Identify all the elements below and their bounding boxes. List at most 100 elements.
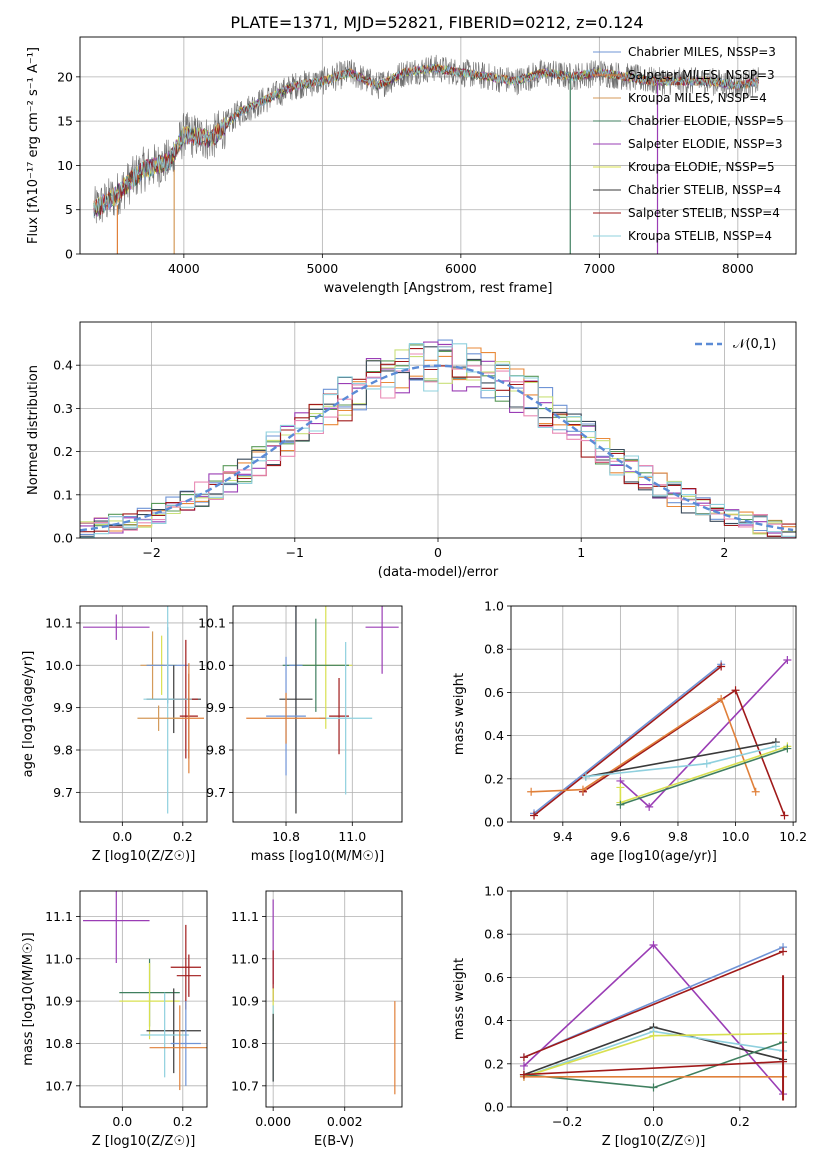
legend-entry: Chabrier MILES, NSSP=3 (628, 45, 776, 59)
y-tick-label: 10.7 (45, 1078, 73, 1093)
y-tick-label: 0.6 (484, 685, 504, 700)
x-axis-label: (data-model)/error (378, 565, 499, 580)
x-tick-label: 0.2 (730, 1114, 750, 1129)
y-tick-label: 10.9 (231, 994, 259, 1009)
y-tick-label: 1.0 (484, 884, 504, 899)
y-axis-label: mass [log10(M/M☉)] (21, 932, 36, 1065)
x-tick-label: 5000 (306, 261, 338, 276)
y-axis-label: age [log10(age/yr)] (21, 651, 36, 778)
weight-marker (649, 1083, 658, 1092)
y-tick-label: 0 (65, 247, 73, 262)
y-tick-label: 0.0 (484, 815, 504, 830)
panel-mass_vs_Z: 0.0 0.2 10.7 10.8 10.9 11.0 11.1 Z [log10(Z/Z☉)… (21, 890, 208, 1149)
y-axis-label: Flux [fλ10⁻¹⁷ erg cm⁻² s⁻¹ A⁻¹] (26, 47, 41, 244)
weight-marker (649, 941, 658, 949)
weight-marker (783, 744, 792, 753)
x-axis-label: Z [log10(Z/Z☉)] (92, 849, 196, 864)
y-tick-label: 0.8 (484, 927, 504, 942)
panel-weight_vs_Z: −0.2 0.0 0.2 0.0 0.2 0.4 0.6 0.8 1.0 Z [log10(Z/Z… (452, 884, 797, 1149)
grid (80, 891, 207, 1107)
y-tick-label: 0.0 (53, 531, 73, 546)
plot-area (511, 891, 796, 1107)
x-axis-label: age [log10(age/yr)] (590, 849, 717, 864)
weight-marker (783, 656, 792, 664)
axes-frame (510, 605, 797, 823)
x-tick-label: 0.0 (644, 1114, 664, 1129)
weight-marker (581, 772, 590, 781)
grid (511, 891, 796, 1107)
y-tick-label: 9.7 (53, 785, 73, 800)
x-tick-label: 9.8 (668, 829, 688, 844)
y-tick-label: 11.1 (231, 909, 259, 924)
x-tick-label: 0 (434, 545, 442, 560)
y-tick-label: 10.8 (231, 1036, 259, 1051)
error-point (365, 606, 399, 674)
legend-entry: 𝒩(0,1) (733, 337, 776, 352)
x-axis-label: mass [log10(M/M☉)] (251, 849, 384, 864)
grid (266, 891, 402, 1107)
legend: Chabrier MILES, NSSP=3 Salpeter MILES, NS… (593, 45, 784, 243)
grid (80, 606, 207, 822)
x-axis-label: Z [log10(Z/Z☉)] (602, 1134, 706, 1149)
error-point (119, 963, 180, 1040)
x-axis-label: E(B-V) (314, 1134, 354, 1149)
weight-marker (645, 802, 654, 811)
error-point (137, 705, 180, 731)
panel-age_vs_Z: 0.0 0.2 9.7 9.8 9.9 10.0 10.1 Z [log10(Z/Z☉)] ag… (21, 605, 208, 864)
legend-entry: Salpeter MILES, NSSP=3 (628, 68, 775, 82)
weight-marker (616, 783, 625, 792)
weight-series (533, 665, 722, 817)
plot-area (266, 891, 402, 1107)
y-axis-label: mass weight (452, 673, 467, 755)
x-tick-label: 10.8 (272, 829, 300, 844)
weight-marker (731, 686, 740, 695)
y-axis-label: mass weight (452, 958, 467, 1040)
y-tick-label: 0.3 (53, 401, 73, 416)
x-tick-label: 9.6 (610, 829, 630, 844)
x-tick-label: 11.0 (338, 829, 366, 844)
x-tick-label: 7000 (583, 261, 615, 276)
error-point (83, 614, 150, 640)
weight-marker (717, 694, 726, 703)
y-tick-label: 0.4 (53, 358, 73, 373)
x-tick-label: 1 (577, 545, 585, 560)
weight-marker (702, 759, 711, 768)
y-tick-label: 11.0 (45, 951, 73, 966)
error-point (170, 924, 201, 1010)
error-point (279, 606, 313, 814)
legend-entry: Chabrier STELIB, NSSP=4 (628, 183, 781, 197)
weight-series (523, 950, 784, 1059)
panel-mass_vs_ebv: 0.000 0.002 10.7 10.8 10.9 11.0 11.1 E(B-V) (231, 890, 403, 1149)
weight-marker (578, 785, 587, 794)
y-tick-label: 9.9 (53, 700, 73, 715)
error-point (246, 692, 326, 744)
error-point (83, 891, 150, 963)
legend-entry: Chabrier ELODIE, NSSP=5 (628, 114, 784, 128)
model-spectrum (93, 63, 759, 218)
x-tick-label: 9.4 (553, 829, 573, 844)
axes-frame (79, 36, 797, 255)
x-tick-label: 0.002 (327, 1114, 363, 1129)
weight-marker (530, 811, 539, 820)
y-tick-label: 20 (57, 69, 73, 84)
legend-entry: Kroupa MILES, NSSP=4 (628, 91, 767, 105)
x-tick-label: 0.0 (112, 829, 132, 844)
x-tick-label: 8000 (722, 261, 754, 276)
y-tick-label: 0.2 (484, 1056, 504, 1071)
y-tick-label: 0.2 (53, 444, 73, 459)
y-tick-label: 10 (57, 158, 73, 173)
plot-area (511, 606, 796, 822)
axes-frame (79, 890, 208, 1108)
weight-marker (616, 800, 625, 809)
weight-marker (527, 787, 536, 796)
y-tick-label: 10.7 (231, 1078, 259, 1093)
x-tick-label: −2 (142, 545, 160, 560)
y-tick-label: 9.8 (53, 743, 73, 758)
y-tick-label: 0.8 (484, 642, 504, 657)
y-tick-label: 0.4 (484, 728, 504, 743)
x-tick-label: 4000 (168, 261, 200, 276)
y-tick-label: 0.0 (484, 1100, 504, 1115)
y-tick-label: 0.2 (484, 771, 504, 786)
weight-marker (519, 1061, 528, 1070)
